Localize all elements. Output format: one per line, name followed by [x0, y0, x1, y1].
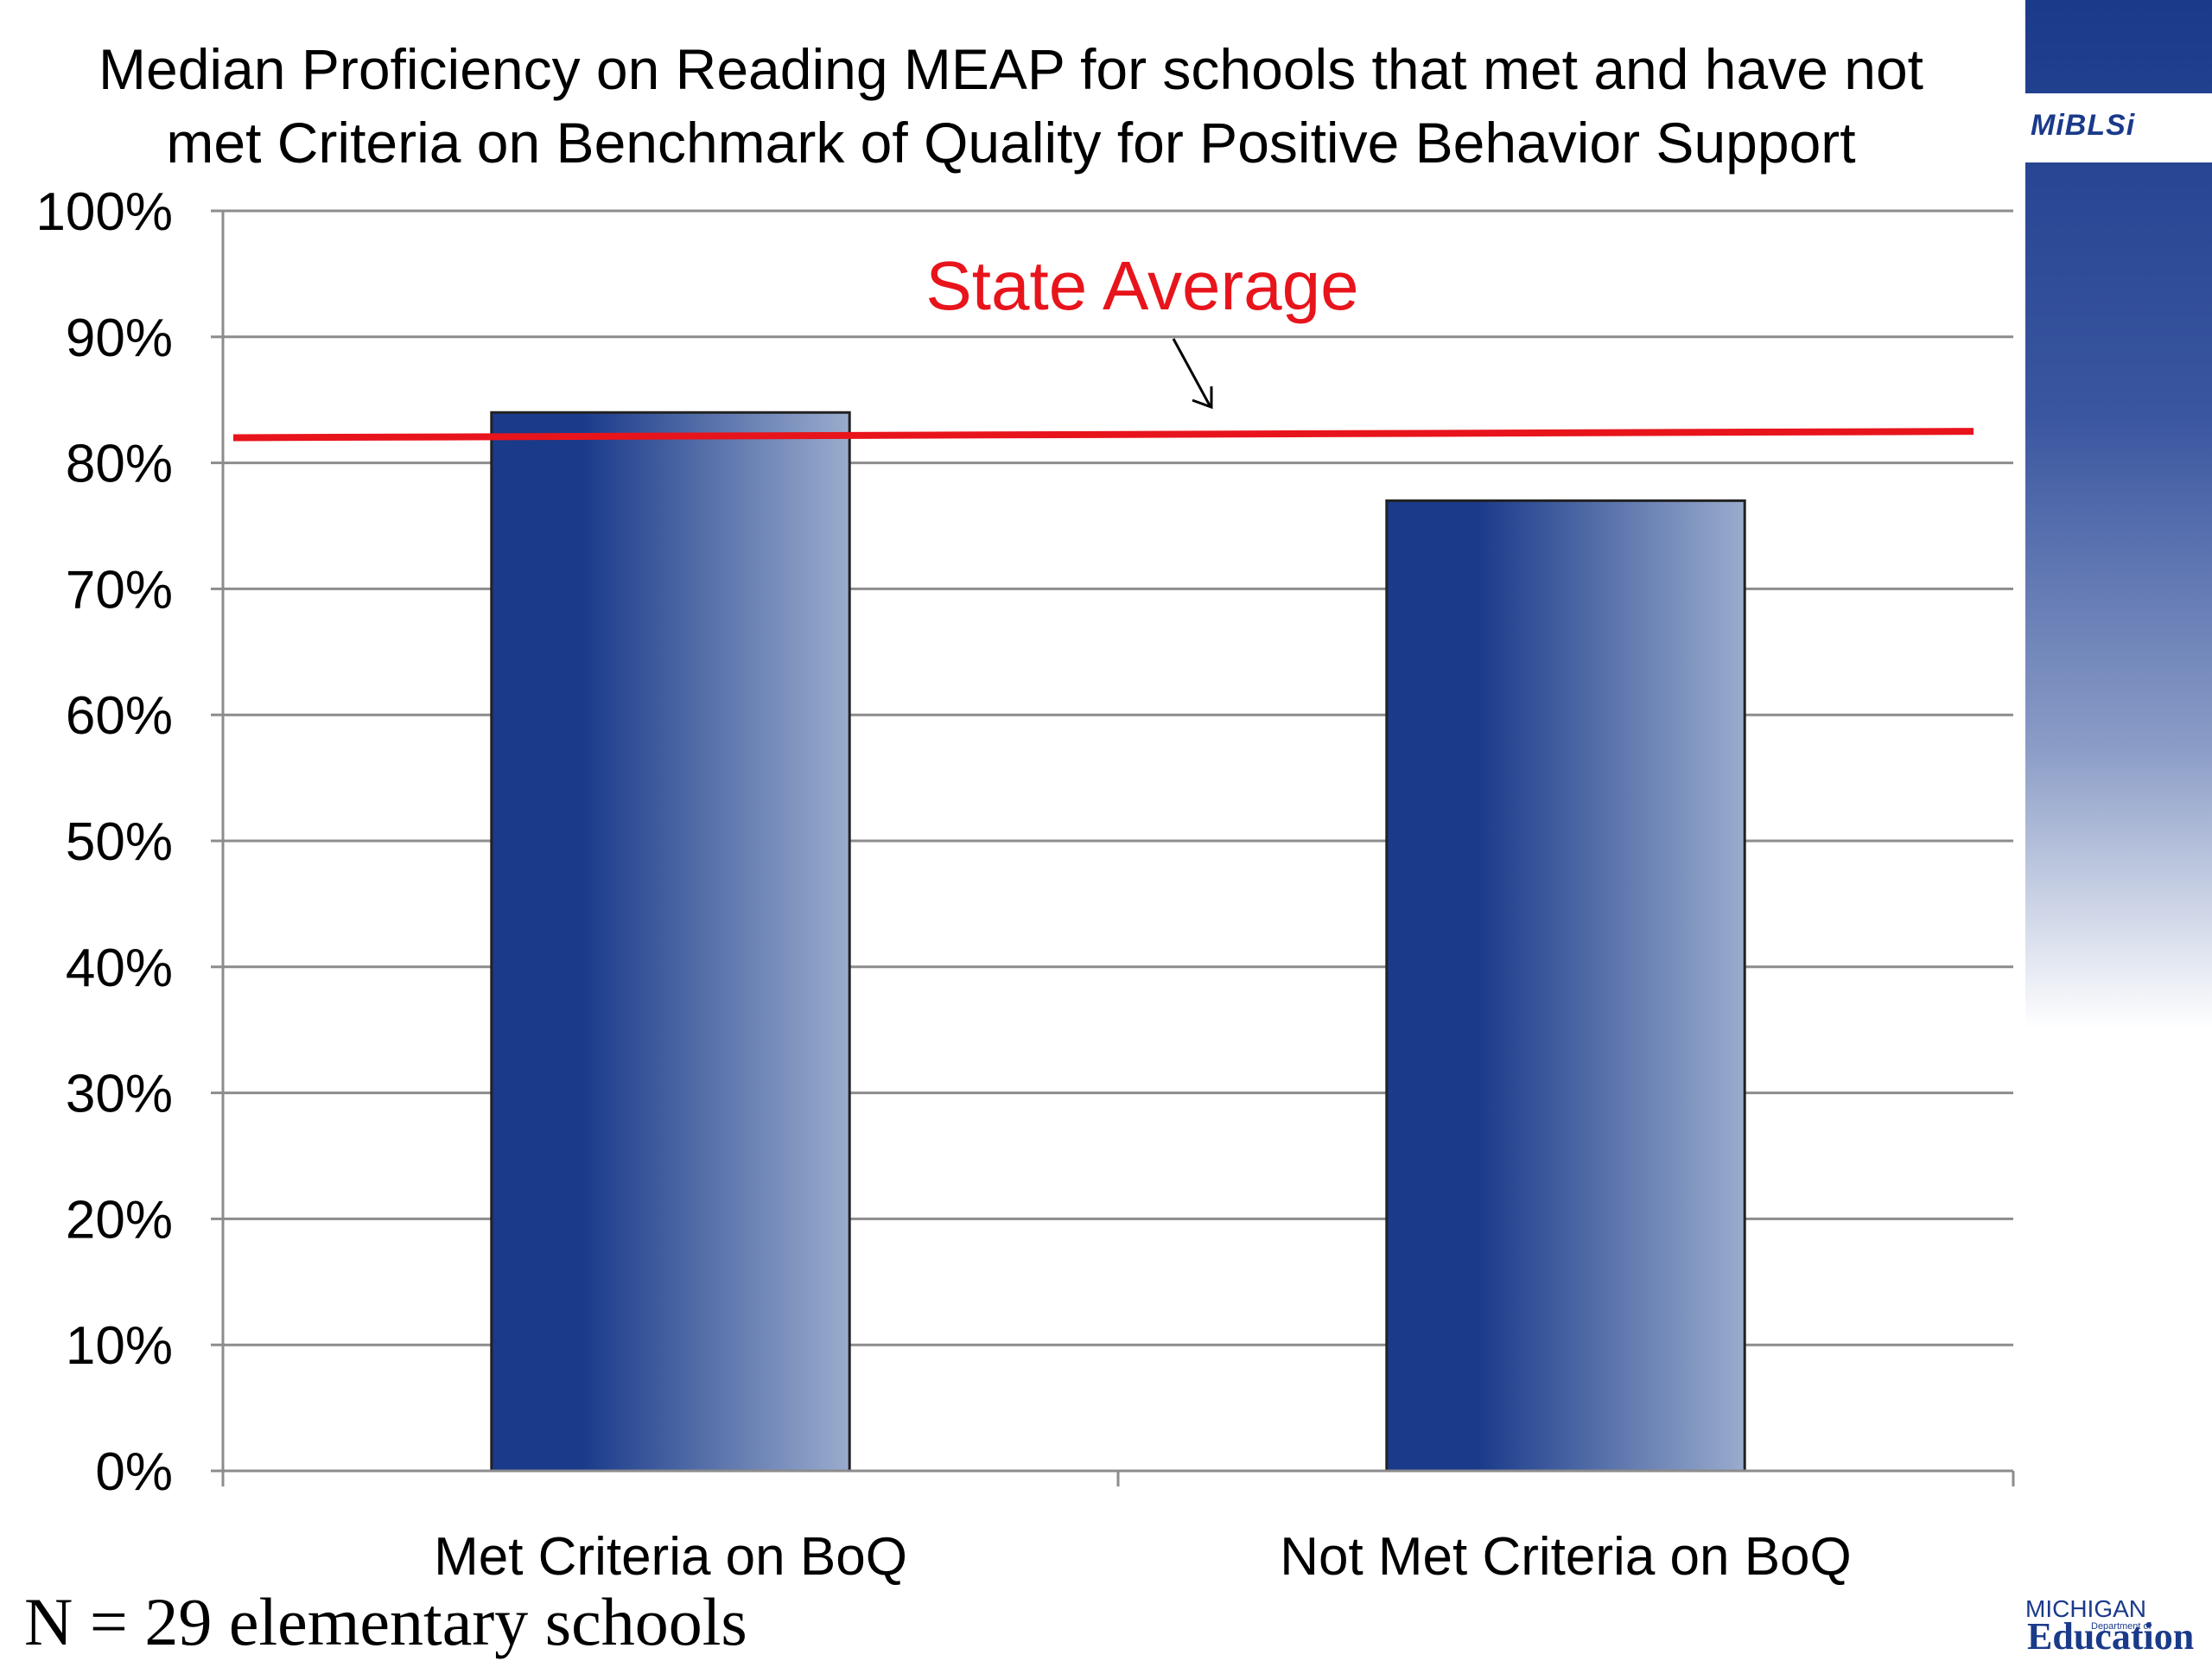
- department-logo-text: Department of: [2091, 1621, 2152, 1632]
- arrow-head-icon: [1192, 386, 1213, 410]
- y-tick-label: 40%: [66, 939, 173, 998]
- x-tick-label: Met Criteria on BoQ: [434, 1527, 907, 1587]
- x-tick-label: Not Met Criteria on BoQ: [1280, 1527, 1852, 1587]
- state-average-label: State Average: [925, 247, 1358, 324]
- y-tick-label: 90%: [66, 309, 173, 368]
- michigan-logo-text: MICHIGAN: [2025, 1595, 2146, 1622]
- sample-size-note: N = 29 elementary schools: [24, 1584, 747, 1659]
- y-tick-label: 80%: [66, 435, 173, 494]
- miblsi-logo: [2025, 93, 2212, 162]
- y-tick-label: 50%: [66, 812, 173, 872]
- y-tick-label: 100%: [35, 182, 173, 242]
- michigan-education-logo: [2025, 1547, 2212, 1659]
- state-average-arrow: [1172, 338, 1211, 406]
- bar: [490, 410, 851, 1473]
- y-tick-label: 60%: [66, 686, 173, 746]
- chart-title-line-2: met Criteria on Benchmark of Quality for…: [166, 111, 1856, 175]
- y-tick-label: 20%: [66, 1190, 173, 1250]
- miblsi-logo-text: MiBLSi: [2031, 109, 2136, 142]
- state-average-line: [232, 428, 1974, 442]
- y-tick-label: 0%: [95, 1442, 173, 1502]
- bar: [1385, 499, 1746, 1473]
- y-tick-label: 70%: [66, 560, 173, 620]
- education-logo-text: Education: [2027, 1615, 2195, 1658]
- y-tick-label: 30%: [66, 1065, 173, 1124]
- side-gradient-bar: [2025, 0, 2212, 1659]
- y-tick-label: 10%: [66, 1316, 173, 1376]
- chart-title-line-1: Median Proficiency on Reading MEAP for s…: [99, 37, 1923, 101]
